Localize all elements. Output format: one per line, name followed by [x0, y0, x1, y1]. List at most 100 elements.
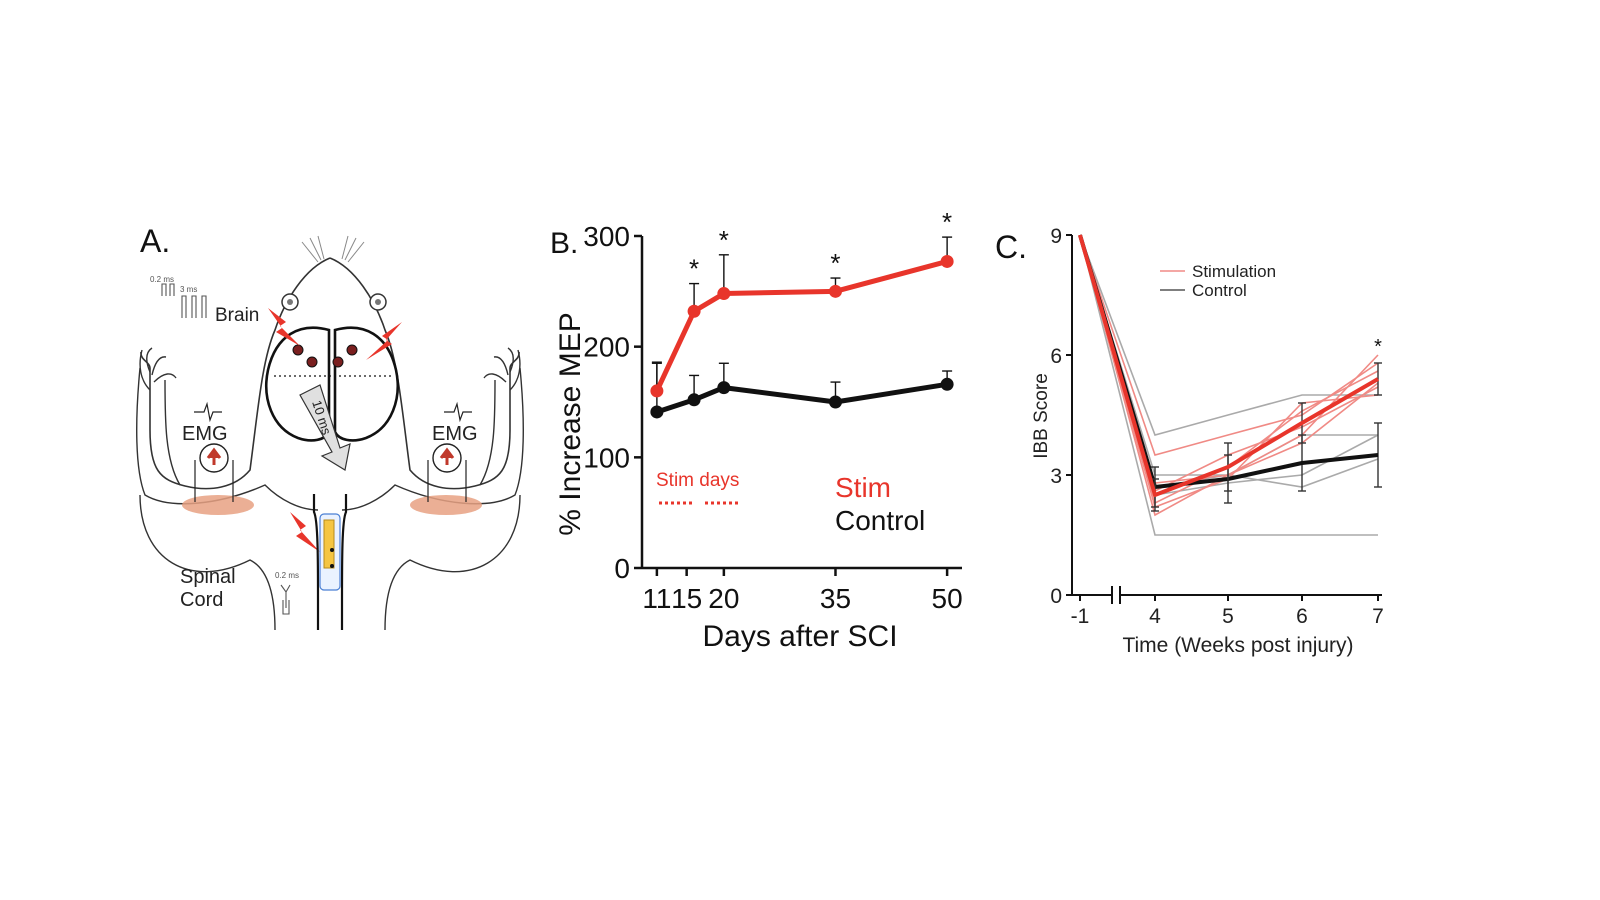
brain-pulse-interval-label: 3 ms [180, 285, 197, 294]
brain-label: Brain [215, 305, 259, 326]
cord-pulse-width-label: 0.2 ms [275, 571, 299, 580]
lightning-brain-left [268, 308, 300, 346]
panel-b-x-tick-label: 50 [932, 583, 963, 614]
spinal-label-line2: Cord [180, 589, 223, 611]
panel-b-point-control [717, 381, 731, 395]
cortical-electrodes [292, 344, 358, 368]
panel-a-rat-schematic: A. [136, 223, 524, 631]
panel-b-point-control [687, 393, 701, 407]
panel-b-series-control [650, 361, 954, 419]
emg-left: EMG [182, 401, 234, 502]
panel-b-x-axis-label: Days after SCI [702, 620, 897, 653]
left-muscle [182, 495, 254, 515]
stim-days-label: Stim days [656, 470, 739, 491]
emg-right-label: EMG [432, 423, 478, 445]
panel-b-significance-marker: * [719, 225, 729, 255]
panel-b-y-tick-label: 100 [583, 442, 630, 473]
panel-c-mean-lines: * [1078, 234, 1382, 512]
panel-c-mean-stimulation [1078, 234, 1382, 512]
panel-c-mean-line-stimulation [1078, 234, 1380, 497]
panel-c-individual-stimulation [1079, 234, 1379, 456]
panel-c-x-axis-label: Time (Weeks post injury) [1122, 634, 1353, 657]
panel-c-legend: Stimulation Control [1160, 262, 1276, 300]
panel-b-y-tick-label: 300 [583, 221, 630, 252]
emg-right-arrow-icon [439, 447, 455, 465]
right-arm [341, 367, 524, 511]
panel-a-label: A. [140, 223, 170, 259]
panel-c-x-tick-label: 5 [1222, 605, 1234, 628]
left-paw [139, 347, 177, 391]
panel-b-point-stim [687, 304, 701, 318]
panel-b-significance-marker: * [942, 207, 952, 237]
panel-c-y-tick-label: 0 [1050, 585, 1062, 608]
panel-b-significance-marker: * [689, 254, 699, 284]
electrode-dot-2 [330, 564, 334, 568]
left-arm [136, 367, 319, 511]
panel-b-series: * * * * [650, 207, 954, 419]
brain-pulse-icon [161, 283, 207, 318]
panel-b-legend-stim: Stim [835, 472, 891, 503]
panel-b-x-tick-label: 35 [820, 583, 851, 614]
lightning-cord [290, 512, 320, 552]
panel-b-series-stim: * * * * [650, 207, 954, 398]
panel-b-point-control [940, 377, 954, 391]
panel-c-significance-marker: * [1374, 336, 1382, 358]
emg-right-trace [444, 401, 472, 423]
panel-c-y-tick-label: 3 [1050, 465, 1062, 488]
emg-left-arrow-icon [206, 447, 222, 465]
emg-right: EMG [427, 401, 478, 502]
right-muscle [410, 495, 482, 515]
panel-c-axes: 0 3 6 9 -1 4 5 6 7 [1050, 225, 1384, 628]
panel-c-x-tick-label: -1 [1071, 605, 1090, 628]
panel-b-point-control [828, 395, 842, 409]
right-paw [483, 347, 521, 391]
panel-c-y-axis-label: IBB Score [1031, 373, 1052, 459]
panel-c-x-tick-label: 7 [1372, 605, 1384, 628]
panel-b-point-control [650, 405, 664, 419]
lightning-brain-right [366, 322, 402, 360]
panel-c-label: C. [995, 229, 1027, 265]
panel-b-x-tick-label: 20 [708, 583, 739, 614]
brain-pulse-width-label: 0.2 ms [150, 275, 174, 284]
panel-b-y-tick-label: 200 [583, 332, 630, 363]
panel-b-line-control [656, 381, 948, 415]
lower-body [139, 494, 521, 631]
panel-c-individual-control [1079, 234, 1378, 536]
legend-control-label: Control [1192, 281, 1247, 300]
panel-b-point-stim [650, 384, 664, 398]
panel-c-individual-control [1079, 234, 1378, 436]
right-pupil [375, 299, 381, 305]
legend-stimulation-label: Stimulation [1192, 262, 1276, 281]
panel-b-point-stim [717, 287, 731, 301]
spinal-electrode [323, 519, 335, 569]
panel-c-ibb-chart: C. IBB Score Time (Weeks post injury) 0 3… [995, 225, 1384, 657]
spinal-column [312, 494, 348, 630]
spinal-label-line1: Spinal [180, 566, 236, 588]
panel-c-y-tick-label: 9 [1050, 225, 1062, 248]
panel-b-legend-control: Control [835, 505, 925, 536]
cord-pulse-icon [280, 584, 291, 615]
brain-right-hemisphere [333, 326, 399, 442]
panel-c-y-tick-label: 6 [1050, 345, 1062, 368]
panel-b-line-stim [654, 259, 948, 392]
panel-b-label: B. [550, 227, 578, 260]
panel-b-point-stim [940, 254, 954, 268]
panel-b-point-stim [828, 284, 842, 298]
cord-pulse: 0.2 ms [275, 571, 299, 615]
panel-b-axes: 0 100 200 300 11 15 20 35 50 [583, 221, 962, 614]
panel-c-x-tick-label: 6 [1296, 605, 1308, 628]
brain-pulse-train: 0.2 ms 3 ms Brain [150, 275, 259, 326]
emg-left-trace [194, 401, 222, 423]
panel-b-significance-marker: * [830, 248, 840, 278]
electrode-dot-1 [330, 548, 334, 552]
left-pupil [287, 299, 293, 305]
panel-b-mep-chart: B. % Increase MEP Days after SCI 0 100 200… [550, 207, 963, 653]
panel-b-x-tick-label: 11 [642, 583, 671, 614]
panel-b-x-tick-label: 15 [671, 583, 702, 614]
whiskers [301, 235, 365, 263]
emg-left-label: EMG [182, 423, 228, 445]
panel-c-x-tick-label: 4 [1149, 605, 1161, 628]
panel-b-y-tick-label: 0 [614, 553, 630, 584]
panel-b-y-axis-label: % Increase MEP [554, 312, 587, 535]
